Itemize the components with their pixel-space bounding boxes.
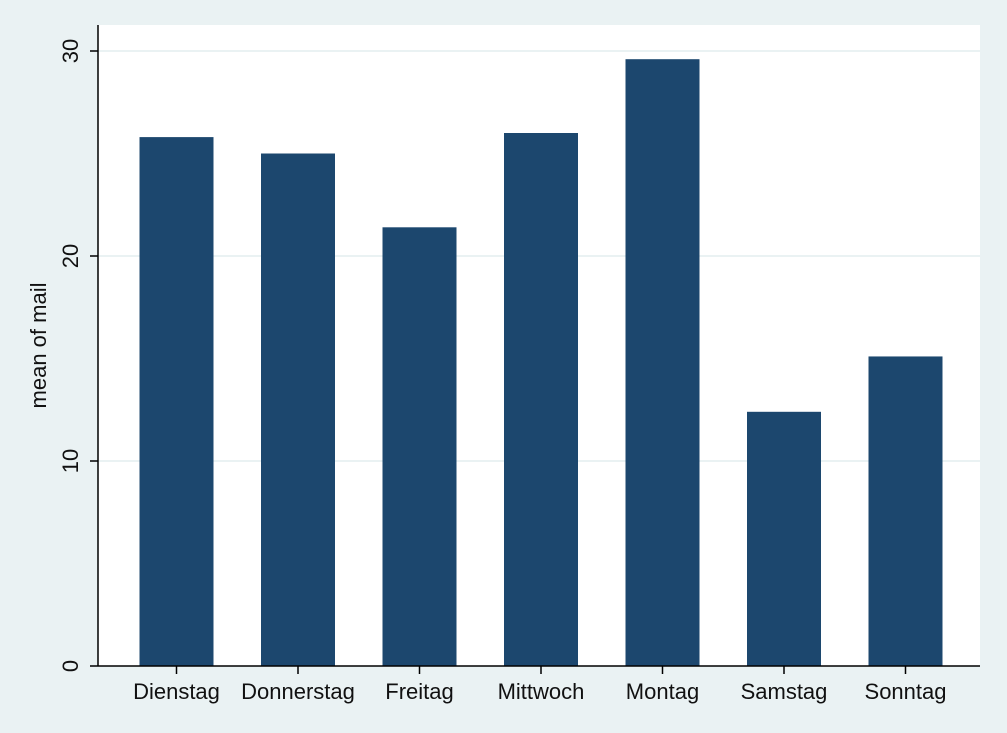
bar-dienstag (139, 137, 214, 667)
bars (139, 59, 943, 667)
axes (97, 25, 980, 667)
x-tick-label-freitag: Freitag (385, 679, 453, 704)
y-tick-label-2: 20 (58, 244, 83, 268)
y-axis-ticks: 0 10 20 30 (58, 39, 98, 672)
bar-donnerstag (261, 153, 335, 666)
y-tick-label-0: 0 (58, 660, 83, 672)
bar-mittwoch (504, 133, 578, 666)
x-tick-label-dienstag: Dienstag (133, 679, 220, 704)
bar-sonntag (868, 356, 943, 666)
x-tick-label-sonntag: Sonntag (865, 679, 947, 704)
y-tick-label-1: 10 (58, 449, 83, 473)
x-tick-label-donnerstag: Donnerstag (241, 679, 355, 704)
y-tick-label-3: 30 (58, 39, 83, 63)
x-axis-ticks: Dienstag Donnerstag Freitag Mittwoch Montag S… (133, 666, 946, 704)
y-axis-title: mean of mail (26, 283, 51, 409)
bar-montag (625, 59, 700, 666)
x-tick-label-montag: Montag (626, 679, 699, 704)
x-tick-label-samstag: Samstag (741, 679, 828, 704)
bar-freitag (382, 227, 457, 667)
bar-samstag (747, 411, 821, 666)
x-tick-label-mittwoch: Mittwoch (498, 679, 585, 704)
